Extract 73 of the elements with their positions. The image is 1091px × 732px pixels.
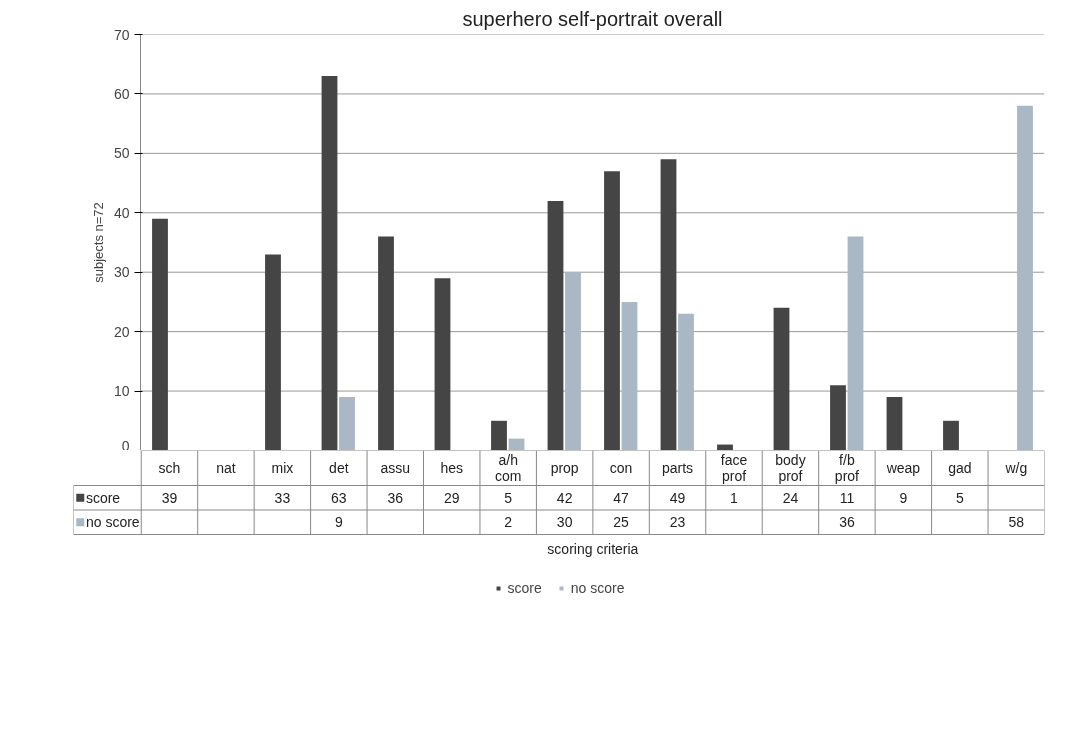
bar bbox=[265, 254, 281, 450]
data-label: 42 bbox=[556, 489, 573, 506]
bar bbox=[943, 420, 959, 450]
data-label: 9 bbox=[334, 514, 343, 531]
bar bbox=[678, 313, 694, 450]
bar bbox=[321, 76, 338, 450]
bar bbox=[621, 301, 638, 450]
bar bbox=[508, 438, 525, 450]
data-label: 36 bbox=[387, 489, 404, 506]
legend-label: no score bbox=[570, 580, 625, 596]
bar bbox=[339, 397, 355, 450]
x-tick-label: face prof bbox=[720, 451, 748, 485]
x-tick-label: con bbox=[609, 460, 633, 476]
x-tick-label: gad bbox=[948, 460, 972, 476]
text: no score bbox=[85, 514, 140, 531]
bar bbox=[491, 420, 507, 450]
x-tick-label: sch bbox=[158, 460, 181, 476]
y-tick-label: 10 bbox=[113, 383, 130, 400]
data-label: 36 bbox=[839, 514, 855, 531]
legend-label: score bbox=[85, 489, 121, 506]
bar bbox=[830, 385, 846, 450]
x-tick-label: parts bbox=[661, 460, 694, 476]
data-label: 1 bbox=[730, 489, 739, 506]
y-tick-label: 0 bbox=[121, 437, 130, 454]
x-tick-label: w/g bbox=[1004, 460, 1028, 476]
x-tick-label: a/h com bbox=[494, 451, 522, 485]
bar bbox=[886, 397, 903, 450]
bar bbox=[717, 444, 733, 450]
x-tick-label: f/b prof bbox=[834, 451, 860, 485]
chart-title: superhero self-portrait overall bbox=[462, 7, 723, 30]
data-label: 23 bbox=[669, 514, 686, 531]
x-tick-label: det bbox=[329, 460, 349, 476]
y-tick-label: 40 bbox=[113, 204, 130, 221]
data-label: 25 bbox=[613, 514, 630, 531]
data-label: 9 bbox=[899, 489, 908, 506]
y-axis-title: subjects n=72 bbox=[90, 202, 106, 283]
data-label: 5 bbox=[955, 489, 964, 506]
data-label: 63 bbox=[331, 489, 347, 506]
data-label: 47 bbox=[613, 489, 630, 506]
bar bbox=[1017, 105, 1033, 450]
x-tick-label: prop bbox=[550, 460, 579, 476]
data-label: 29 bbox=[443, 489, 460, 506]
data-label: 30 bbox=[556, 514, 573, 531]
data-label: 11 bbox=[839, 489, 855, 506]
bar bbox=[434, 278, 451, 450]
bar bbox=[378, 236, 394, 450]
data-label: 39 bbox=[161, 489, 178, 506]
y-tick-label: 30 bbox=[113, 264, 130, 281]
x-tick-label: nat bbox=[216, 460, 236, 476]
x-tick-label: weap bbox=[885, 460, 921, 476]
data-label: 2 bbox=[504, 514, 513, 531]
y-tick-label: 70 bbox=[113, 26, 130, 43]
data-label: 49 bbox=[669, 489, 686, 506]
x-axis-title: scoring criteria bbox=[547, 540, 639, 557]
bar bbox=[547, 200, 564, 450]
data-label: 5 bbox=[504, 489, 513, 506]
data-label: 33 bbox=[274, 489, 291, 506]
y-tick-label: 20 bbox=[113, 323, 130, 340]
y-tick-label: 50 bbox=[113, 145, 130, 162]
bar bbox=[604, 171, 620, 450]
bar bbox=[773, 307, 790, 450]
data-label: 24 bbox=[782, 489, 799, 506]
x-tick-label: hes bbox=[440, 460, 464, 476]
bar bbox=[565, 272, 581, 450]
bar bbox=[847, 236, 864, 450]
data-label: 58 bbox=[1008, 514, 1025, 531]
text: score bbox=[507, 580, 542, 596]
y-tick-label: 60 bbox=[113, 85, 130, 102]
x-tick-label: mix bbox=[271, 460, 294, 476]
x-tick-label: body prof bbox=[775, 451, 806, 485]
bar bbox=[660, 159, 677, 450]
x-tick-label: assu bbox=[380, 460, 411, 476]
bar bbox=[152, 218, 168, 450]
